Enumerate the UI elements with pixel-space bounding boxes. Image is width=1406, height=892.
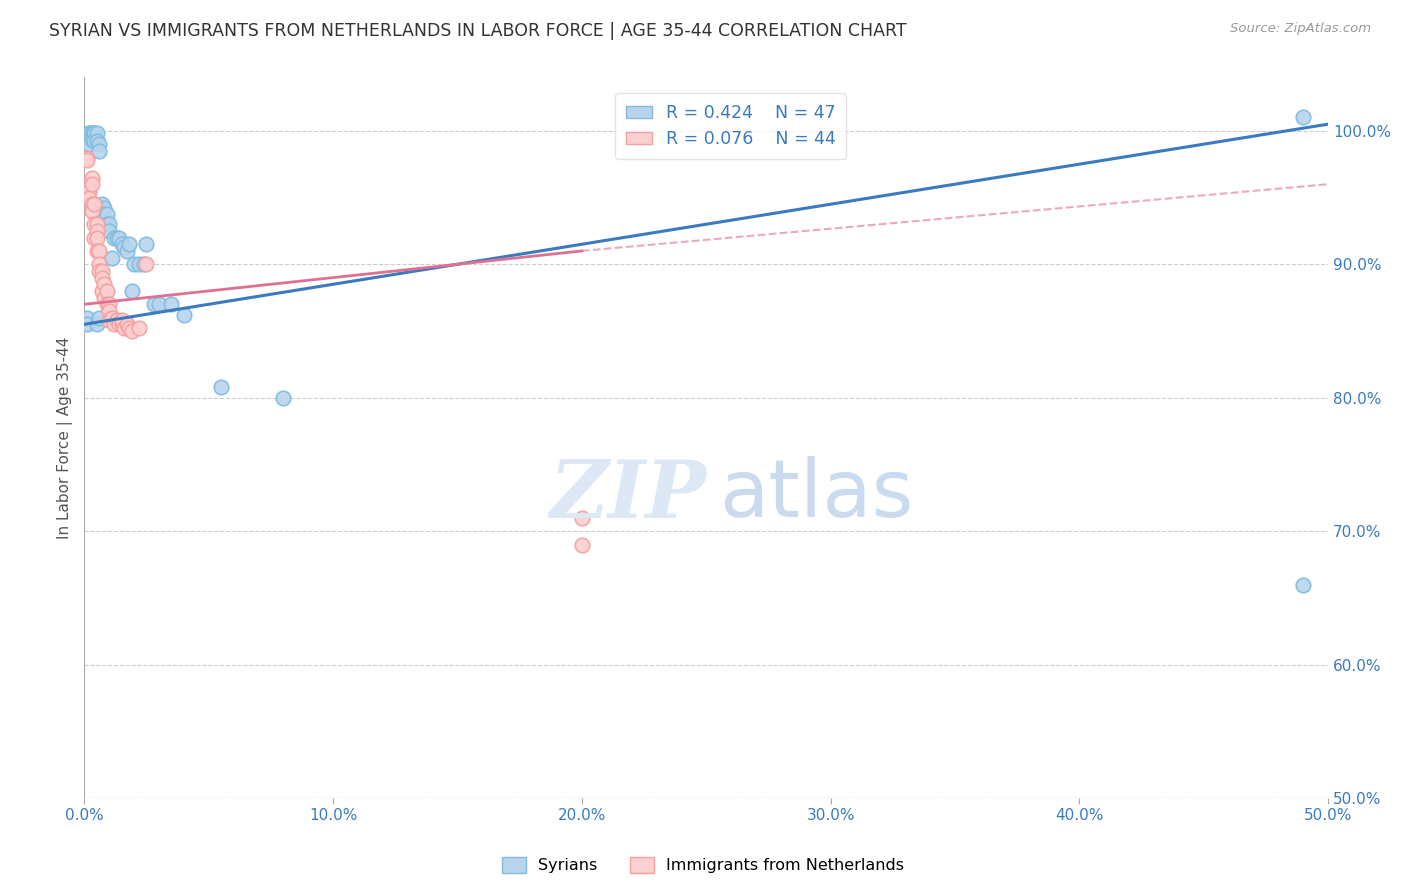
Point — [83, 127, 105, 141]
Point — [76, 318, 98, 332]
Point — [83, 230, 105, 244]
Point — [80, 130, 103, 145]
Point — [93, 206, 115, 220]
Point — [100, 310, 122, 325]
Point — [115, 318, 138, 332]
Point — [89, 144, 111, 158]
Point — [121, 284, 143, 298]
Point — [90, 264, 112, 278]
Point — [90, 203, 112, 218]
Text: atlas: atlas — [718, 457, 912, 534]
Point — [128, 321, 150, 335]
Point — [89, 244, 111, 258]
Point — [121, 324, 143, 338]
Point — [86, 244, 108, 258]
Point — [96, 284, 118, 298]
Point — [118, 237, 141, 252]
Point — [108, 318, 131, 332]
Point — [83, 135, 105, 149]
Text: ZIP: ZIP — [550, 457, 706, 534]
Point — [80, 197, 103, 211]
Point — [160, 297, 183, 311]
Point — [80, 133, 103, 147]
Point — [83, 127, 105, 141]
Point — [96, 297, 118, 311]
Point — [90, 197, 112, 211]
Point — [135, 257, 157, 271]
Point — [80, 178, 103, 192]
Point — [112, 240, 135, 254]
Point — [89, 257, 111, 271]
Point — [77, 190, 100, 204]
Point — [77, 127, 100, 141]
Point — [89, 310, 111, 325]
Point — [112, 321, 135, 335]
Point — [77, 137, 100, 152]
Point — [105, 230, 128, 244]
Point — [77, 184, 100, 198]
Point — [80, 127, 103, 141]
Point — [110, 313, 132, 327]
Point — [100, 251, 122, 265]
Point — [86, 217, 108, 231]
Point — [80, 203, 103, 218]
Point — [86, 135, 108, 149]
Point — [83, 217, 105, 231]
Point — [135, 237, 157, 252]
Point — [1292, 111, 1315, 125]
Y-axis label: In Labor Force | Age 35-44: In Labor Force | Age 35-44 — [58, 336, 73, 539]
Point — [132, 257, 155, 271]
Point — [89, 264, 111, 278]
Point — [209, 380, 232, 394]
Point — [86, 127, 108, 141]
Point — [93, 291, 115, 305]
Point — [76, 310, 98, 325]
Point — [98, 224, 121, 238]
Point — [98, 217, 121, 231]
Point — [96, 217, 118, 231]
Point — [76, 178, 98, 192]
Point — [115, 244, 138, 258]
Point — [86, 318, 108, 332]
Point — [76, 153, 98, 168]
Point — [89, 137, 111, 152]
Point — [93, 277, 115, 292]
Text: SYRIAN VS IMMIGRANTS FROM NETHERLANDS IN LABOR FORCE | AGE 35-44 CORRELATION CHA: SYRIAN VS IMMIGRANTS FROM NETHERLANDS IN… — [49, 22, 907, 40]
Point — [571, 511, 593, 525]
Point — [103, 318, 125, 332]
Point — [76, 151, 98, 165]
Point — [142, 297, 165, 311]
Point — [80, 127, 103, 141]
Point — [83, 197, 105, 211]
Point — [86, 230, 108, 244]
Point — [98, 304, 121, 318]
Point — [86, 224, 108, 238]
Point — [105, 313, 128, 327]
Point — [1292, 577, 1315, 591]
Point — [271, 391, 294, 405]
Legend: R = 0.424    N = 47, R = 0.076    N = 44: R = 0.424 N = 47, R = 0.076 N = 44 — [616, 94, 846, 159]
Point — [128, 257, 150, 271]
Point — [90, 270, 112, 285]
Point — [110, 318, 132, 332]
Point — [122, 257, 145, 271]
Point — [148, 297, 170, 311]
Point — [118, 321, 141, 335]
Point — [98, 297, 121, 311]
Text: Source: ZipAtlas.com: Source: ZipAtlas.com — [1230, 22, 1371, 36]
Point — [77, 179, 100, 194]
Point — [571, 537, 593, 551]
Point — [108, 230, 131, 244]
Point — [96, 206, 118, 220]
Point — [90, 284, 112, 298]
Point — [110, 237, 132, 252]
Point — [103, 230, 125, 244]
Point — [77, 127, 100, 141]
Legend: Syrians, Immigrants from Netherlands: Syrians, Immigrants from Netherlands — [495, 850, 911, 880]
Point — [98, 313, 121, 327]
Point — [80, 170, 103, 185]
Point — [93, 201, 115, 215]
Point — [173, 308, 195, 322]
